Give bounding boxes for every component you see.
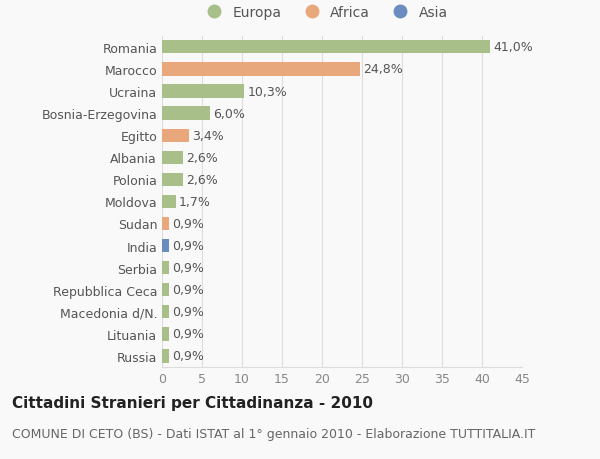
Bar — [162, 85, 244, 98]
Text: 2,6%: 2,6% — [186, 151, 218, 164]
Text: 0,9%: 0,9% — [172, 218, 204, 230]
Text: 0,9%: 0,9% — [172, 240, 204, 252]
Text: 0,9%: 0,9% — [172, 284, 204, 297]
Text: 10,3%: 10,3% — [248, 85, 287, 98]
Text: 6,0%: 6,0% — [213, 107, 245, 120]
Legend: Europa, Africa, Asia: Europa, Africa, Asia — [195, 0, 453, 26]
Bar — [162, 151, 183, 164]
Bar — [162, 284, 169, 297]
Text: Cittadini Stranieri per Cittadinanza - 2010: Cittadini Stranieri per Cittadinanza - 2… — [12, 395, 373, 410]
Bar — [162, 262, 169, 274]
Text: COMUNE DI CETO (BS) - Dati ISTAT al 1° gennaio 2010 - Elaborazione TUTTITALIA.IT: COMUNE DI CETO (BS) - Dati ISTAT al 1° g… — [12, 427, 535, 440]
Text: 24,8%: 24,8% — [364, 63, 403, 76]
Text: 3,4%: 3,4% — [193, 129, 224, 142]
Text: 0,9%: 0,9% — [172, 328, 204, 341]
Bar — [162, 218, 169, 230]
Bar — [162, 41, 490, 54]
Bar — [162, 240, 169, 252]
Text: 2,6%: 2,6% — [186, 174, 218, 186]
Text: 1,7%: 1,7% — [179, 196, 211, 208]
Text: 41,0%: 41,0% — [493, 41, 533, 54]
Bar — [162, 174, 183, 186]
Bar — [162, 350, 169, 363]
Text: 0,9%: 0,9% — [172, 350, 204, 363]
Text: 0,9%: 0,9% — [172, 306, 204, 319]
Bar — [162, 63, 361, 76]
Bar — [162, 107, 210, 120]
Bar — [162, 129, 189, 142]
Bar — [162, 306, 169, 319]
Bar — [162, 328, 169, 341]
Bar — [162, 196, 176, 208]
Text: 0,9%: 0,9% — [172, 262, 204, 274]
